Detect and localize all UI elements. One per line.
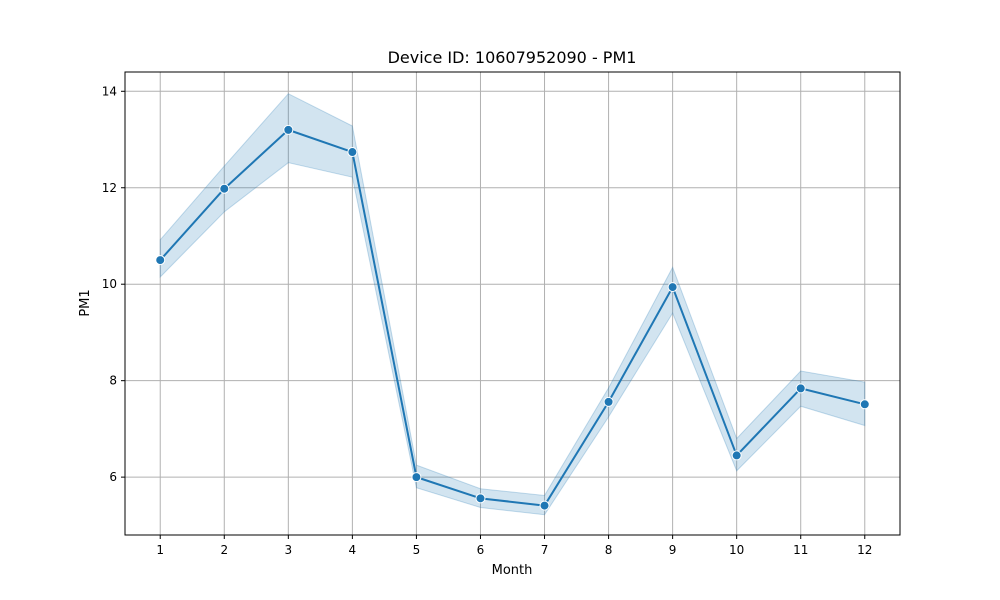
confidence-band [159, 93, 866, 516]
y-tick-label: 10 [102, 277, 117, 291]
x-tick-label: 4 [349, 543, 357, 557]
y-tick-label: 12 [102, 181, 117, 195]
data-point [859, 399, 870, 410]
x-tick-label: 8 [605, 543, 613, 557]
data-point [603, 396, 614, 407]
x-tick-label: 10 [729, 543, 744, 557]
x-tick-label: 1 [156, 543, 164, 557]
x-tick-label: 7 [541, 543, 549, 557]
x-tick-label: 9 [669, 543, 677, 557]
data-point [731, 450, 742, 461]
series-line-path [159, 128, 866, 507]
x-tick-label: 6 [477, 543, 485, 557]
x-tick-label: 5 [413, 543, 421, 557]
y-tick-label: 6 [109, 470, 117, 484]
grid-lines [125, 72, 900, 535]
x-tick-label: 11 [793, 543, 808, 557]
x-axis-ticks: 1 2 3 4 5 6 7 8 9 10 11 12 [156, 535, 872, 557]
y-tick-label: 8 [109, 374, 117, 388]
confidence-band-area [159, 93, 866, 516]
data-point [219, 183, 230, 194]
x-tick-label: 12 [857, 543, 872, 557]
x-axis-label: Month [492, 563, 533, 578]
chart-title: Device ID: 10607952090 - PM1 [388, 48, 637, 67]
y-axis-ticks: 6 8 10 12 14 [102, 84, 125, 484]
x-tick-label: 2 [220, 543, 228, 557]
data-point [283, 124, 294, 135]
x-tick-label: 3 [285, 543, 293, 557]
y-tick-label: 14 [102, 84, 117, 98]
data-point [667, 282, 678, 293]
plot-area-frame [124, 71, 901, 536]
data-points [155, 124, 870, 511]
series-line [159, 128, 866, 507]
y-axis-label: PM1 [78, 289, 93, 316]
data-point [155, 255, 166, 266]
data-point [411, 472, 422, 483]
data-point [475, 493, 486, 504]
data-point [539, 500, 550, 511]
data-point [795, 383, 806, 394]
data-point [347, 147, 358, 158]
